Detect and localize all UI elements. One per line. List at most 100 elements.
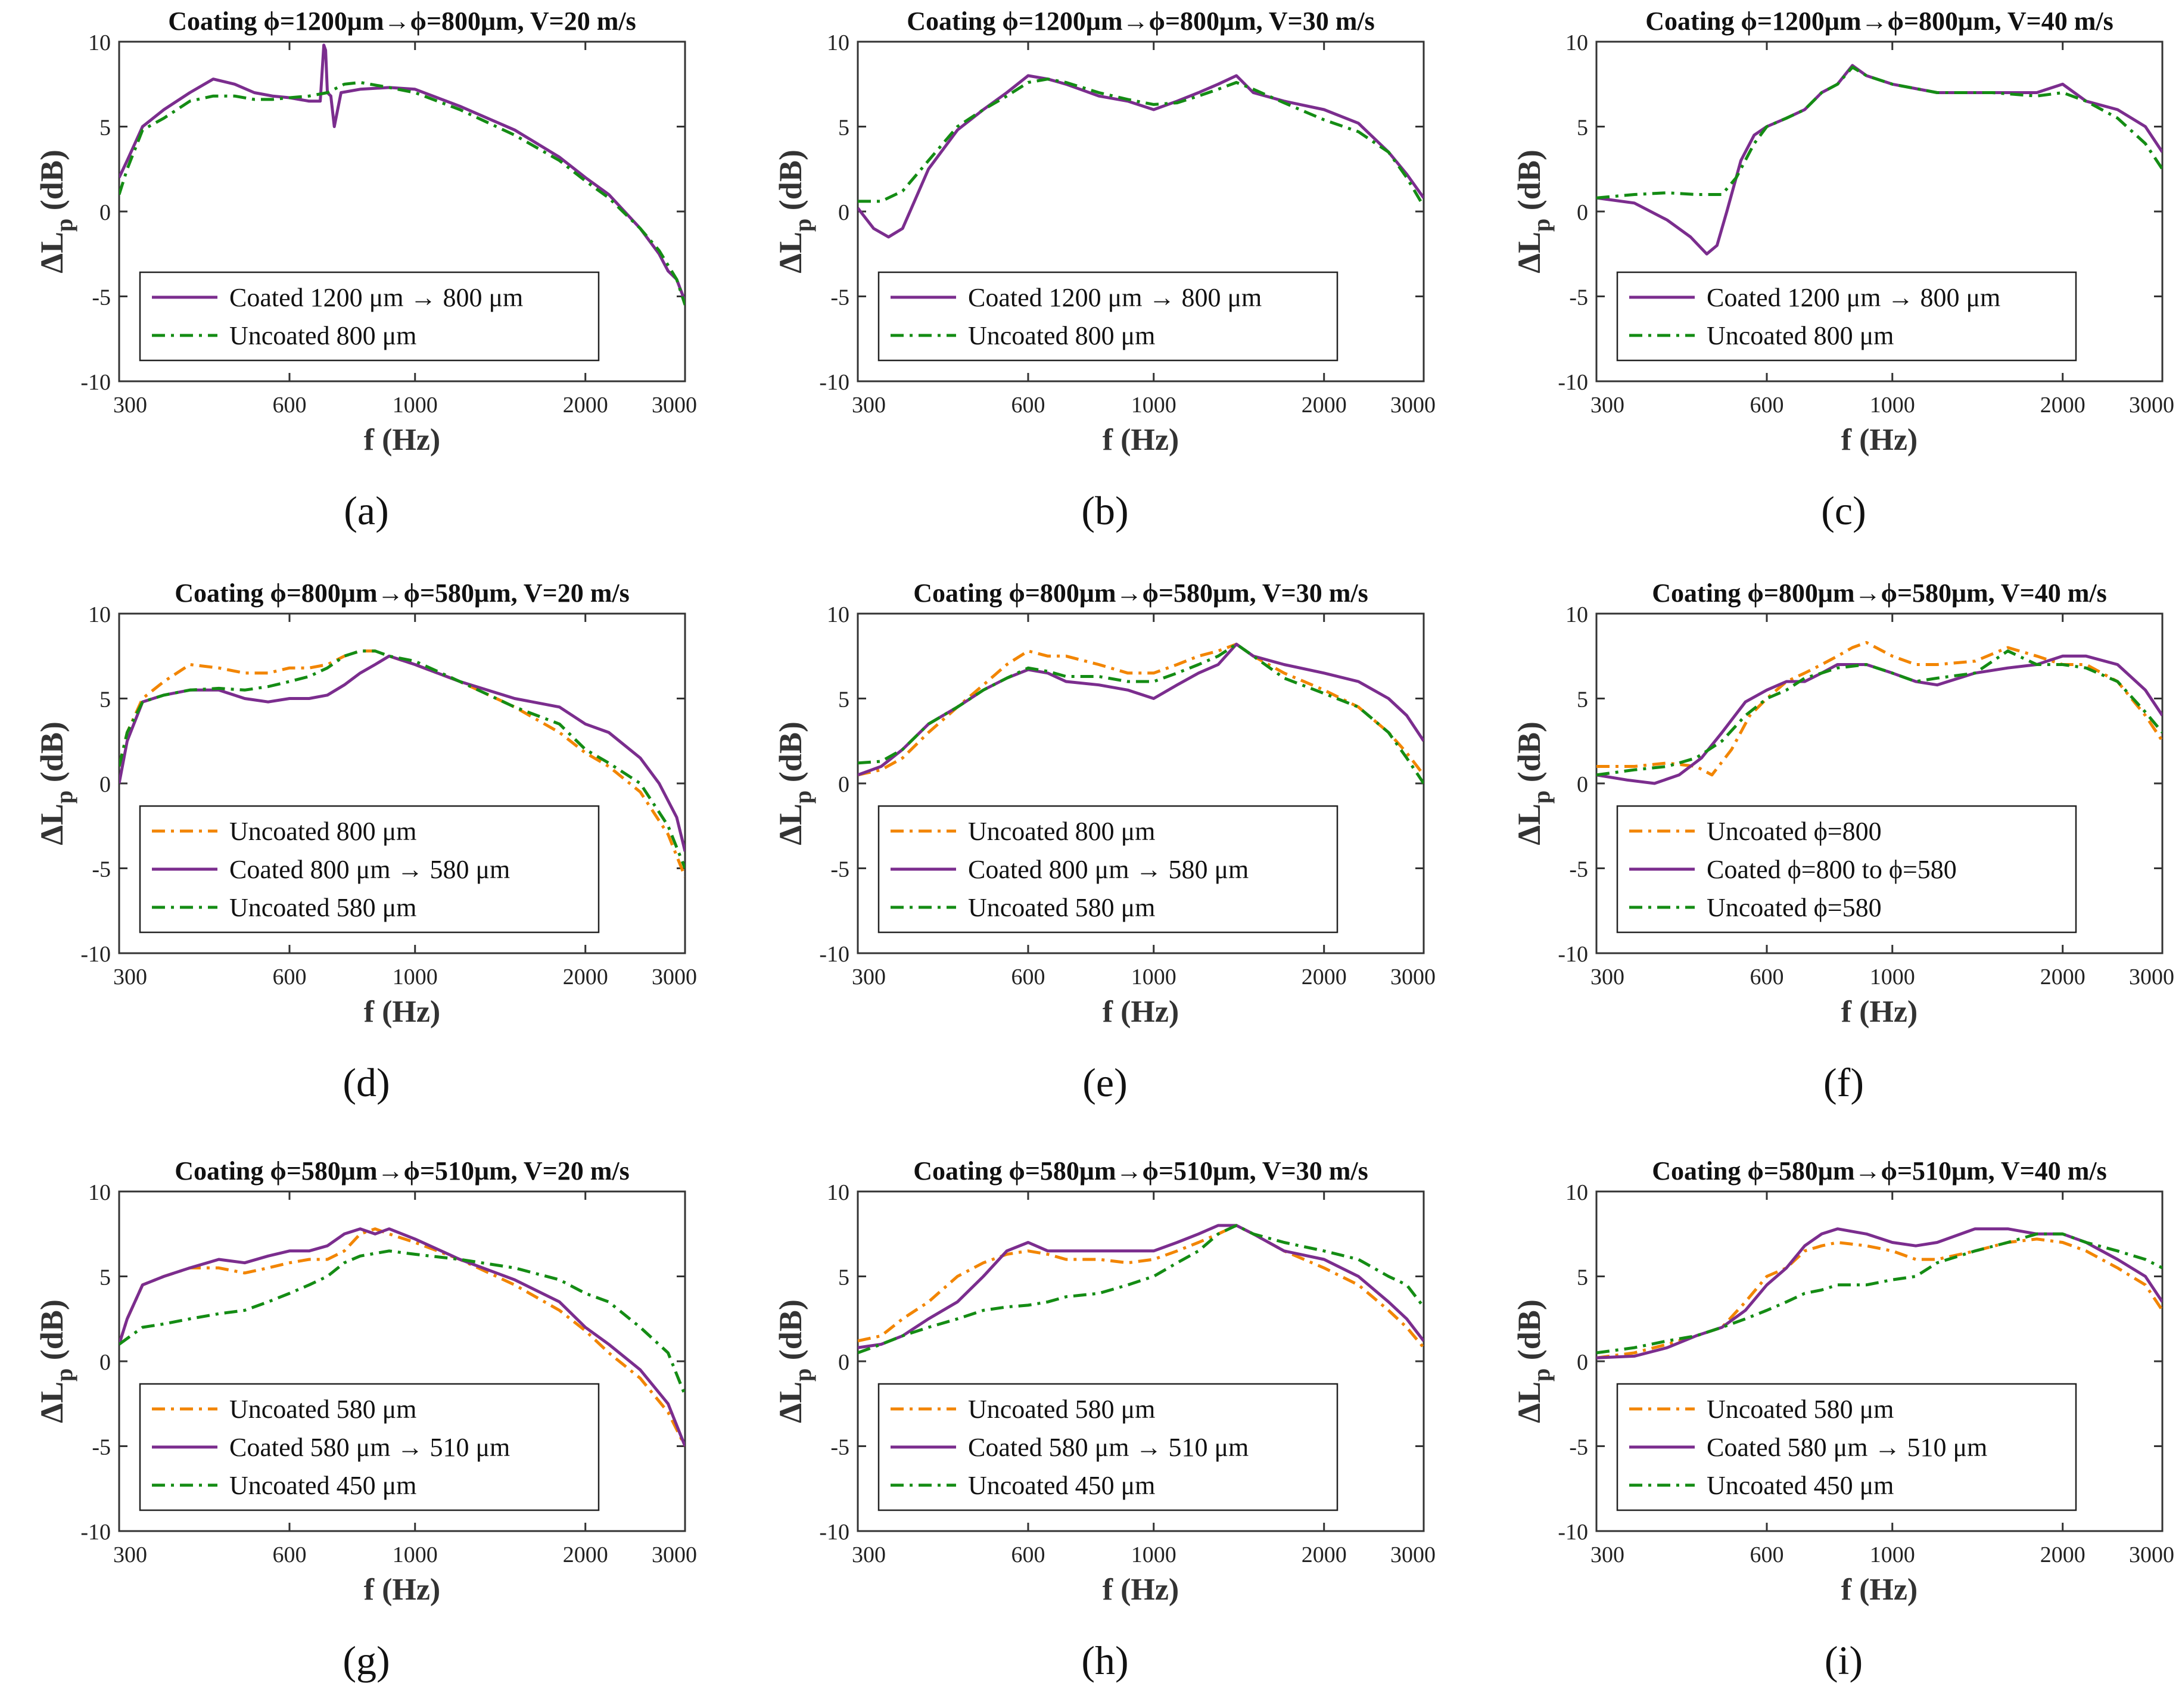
y-axis-label-unit: (dB) bbox=[1511, 721, 1547, 791]
y-axis-label: ΔLp (dB) bbox=[773, 721, 816, 845]
x-tick-label: 2000 bbox=[1302, 393, 1347, 418]
y-tick-label: 5 bbox=[99, 116, 111, 141]
series-line-0 bbox=[858, 642, 1424, 777]
legend-label-2: Uncoated 450 μm bbox=[968, 1471, 1155, 1500]
x-tick-label: 2000 bbox=[1302, 965, 1347, 990]
x-tick-label: 1000 bbox=[1131, 1542, 1176, 1567]
x-tick-label: 1000 bbox=[393, 1542, 438, 1567]
y-axis-label-sub: p bbox=[789, 791, 816, 804]
x-tick-label: 300 bbox=[1590, 965, 1624, 990]
y-axis-label: ΔLp (dB) bbox=[1511, 150, 1555, 273]
chart-panel-e: Coating ϕ=800μm→ϕ=580μm, V=30 m/s -10 -5 0 5… bbox=[773, 578, 1436, 1105]
legend-label-2: Uncoated 450 μm bbox=[229, 1471, 416, 1500]
chart-title: Coating ϕ=1200μm→ϕ=800μm, V=30 m/s bbox=[907, 7, 1374, 36]
legend-label-0: Uncoated 800 μm bbox=[229, 817, 416, 846]
x-tick-label: 3000 bbox=[1390, 1542, 1436, 1567]
y-axis-label-sub: p bbox=[51, 219, 77, 232]
chart-title: Coating ϕ=800μm→ϕ=580μm, V=40 m/s bbox=[1652, 578, 2106, 608]
y-axis-label-unit: (dB) bbox=[773, 150, 808, 219]
series-line-0 bbox=[858, 74, 1424, 239]
y-axis-label: ΔLp (dB) bbox=[773, 1299, 816, 1423]
series-line-2 bbox=[119, 1249, 685, 1396]
legend-label-0: Uncoated 580 μm bbox=[229, 1395, 416, 1424]
series-line-1 bbox=[858, 77, 1424, 207]
x-tick-label: 600 bbox=[272, 1542, 306, 1567]
legend-label-1: Coated 800 μm → 580 μm bbox=[968, 855, 1249, 884]
y-tick-label: -10 bbox=[1558, 942, 1588, 967]
y-axis-label: ΔLp (dB) bbox=[34, 721, 77, 845]
series-line-0 bbox=[119, 43, 685, 302]
x-axis-label: f (Hz) bbox=[1103, 423, 1179, 457]
series-line-0 bbox=[858, 1224, 1424, 1349]
legend-label-1: Uncoated 800 μm bbox=[229, 321, 416, 350]
y-tick-label: -10 bbox=[1558, 1520, 1588, 1545]
y-axis-label: ΔLp (dB) bbox=[1511, 721, 1555, 845]
legend-label-1: Uncoated 800 μm bbox=[1707, 321, 1894, 350]
legend-box bbox=[877, 271, 1339, 362]
y-tick-label: -5 bbox=[830, 285, 849, 310]
y-tick-label: 10 bbox=[88, 1180, 111, 1205]
x-tick-label: 2000 bbox=[2040, 393, 2085, 418]
x-tick-label: 3000 bbox=[2129, 965, 2174, 990]
series-line-0 bbox=[1596, 64, 2162, 256]
legend-label-0: Coated 1200 μm → 800 μm bbox=[229, 283, 523, 312]
x-tick-label: 300 bbox=[113, 965, 147, 990]
legend-box bbox=[139, 1383, 600, 1511]
legend-label-1: Coated 580 μm → 510 μm bbox=[1707, 1433, 1987, 1462]
x-tick-label: 300 bbox=[1590, 1542, 1624, 1567]
y-tick-label: 10 bbox=[827, 1180, 849, 1205]
y-tick-label: 10 bbox=[1565, 602, 1588, 627]
y-tick-label: 5 bbox=[838, 116, 849, 141]
panel-label: (c) bbox=[1821, 488, 1866, 533]
legend-label-2: Uncoated 580 μm bbox=[968, 893, 1155, 922]
y-tick-label: -5 bbox=[92, 285, 111, 310]
legend-label-2: Uncoated 580 μm bbox=[229, 893, 416, 922]
y-tick-label: 0 bbox=[1577, 772, 1588, 797]
x-axis-label: f (Hz) bbox=[1841, 995, 1918, 1029]
chart-title: Coating ϕ=580μm→ϕ=510μm, V=20 m/s bbox=[175, 1156, 629, 1186]
x-tick-label: 600 bbox=[1750, 965, 1783, 990]
x-tick-label: 3000 bbox=[2129, 1542, 2174, 1567]
y-tick-label: -5 bbox=[92, 1435, 111, 1460]
y-axis-label-unit: (dB) bbox=[34, 1299, 70, 1368]
y-tick-label: 0 bbox=[1577, 1350, 1588, 1375]
series-line-1 bbox=[1596, 66, 2162, 200]
chart-panel-c: Coating ϕ=1200μm→ϕ=800μm, V=40 m/s -10 -5 0… bbox=[1511, 7, 2174, 533]
series-line-2 bbox=[858, 1224, 1424, 1355]
y-axis-label-sub: p bbox=[51, 1368, 77, 1382]
y-axis-label-unit: (dB) bbox=[34, 721, 70, 791]
chart-panel-d: Coating ϕ=800μm→ϕ=580μm, V=20 m/s -10 -5 0 5… bbox=[34, 578, 697, 1105]
legend-label-0: Coated 1200 μm → 800 μm bbox=[968, 283, 1262, 312]
x-tick-label: 600 bbox=[1011, 1542, 1045, 1567]
x-tick-label: 300 bbox=[852, 1542, 886, 1567]
y-axis-label-main: ΔL bbox=[1511, 232, 1547, 273]
chart-panel-i: Coating ϕ=580μm→ϕ=510μm, V=40 m/s -10 -5 0 5… bbox=[1511, 1156, 2174, 1683]
y-axis-label-main: ΔL bbox=[34, 232, 70, 273]
x-tick-label: 2000 bbox=[1302, 1542, 1347, 1567]
y-axis-label: ΔLp (dB) bbox=[773, 150, 816, 273]
x-axis-label: f (Hz) bbox=[364, 995, 440, 1029]
chart-panel-a: Coating ϕ=1200μm→ϕ=800μm, V=20 m/s -10 -5 0… bbox=[34, 7, 697, 533]
panel-label: (h) bbox=[1081, 1638, 1128, 1683]
y-axis-label-main: ΔL bbox=[1511, 1382, 1547, 1423]
y-axis-label-sub: p bbox=[1528, 791, 1555, 804]
y-tick-label: 10 bbox=[1565, 30, 1588, 55]
y-tick-label: -5 bbox=[92, 857, 111, 882]
x-tick-label: 2000 bbox=[563, 965, 608, 990]
y-tick-label: -5 bbox=[830, 1435, 849, 1460]
x-tick-label: 1000 bbox=[1131, 965, 1176, 990]
x-tick-label: 300 bbox=[113, 393, 147, 418]
y-tick-label: 0 bbox=[1577, 200, 1588, 225]
y-axis-label-unit: (dB) bbox=[1511, 1299, 1547, 1368]
panel-label: (i) bbox=[1825, 1638, 1863, 1683]
y-tick-label: 10 bbox=[88, 602, 111, 627]
y-tick-label: -10 bbox=[80, 370, 111, 395]
series-line-0 bbox=[1596, 1237, 2162, 1359]
x-tick-label: 1000 bbox=[1870, 965, 1915, 990]
chart-panel-g: Coating ϕ=580μm→ϕ=510μm, V=20 m/s -10 -5 0 5… bbox=[34, 1156, 697, 1683]
legend-label-1: Coated 800 μm → 580 μm bbox=[229, 855, 510, 884]
x-tick-label: 600 bbox=[272, 393, 306, 418]
x-tick-label: 3000 bbox=[652, 1542, 697, 1567]
y-tick-label: 10 bbox=[1565, 1180, 1588, 1205]
legend-label-1: Uncoated 800 μm bbox=[968, 321, 1155, 350]
